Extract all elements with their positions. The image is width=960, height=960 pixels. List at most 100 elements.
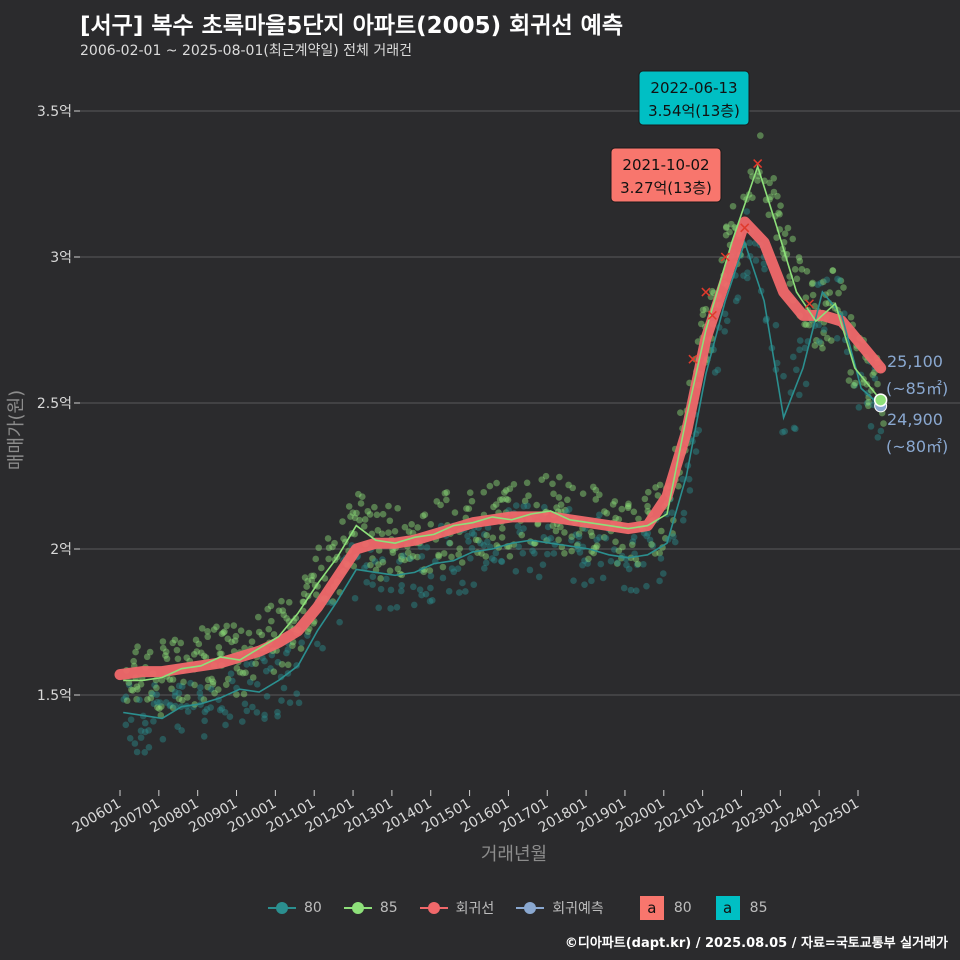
trade-point	[671, 538, 679, 546]
trade-point	[588, 532, 596, 540]
trade-point	[633, 561, 641, 569]
trade-point	[648, 541, 655, 548]
trade-point	[427, 584, 434, 592]
trade-point	[208, 675, 215, 683]
trade-point	[852, 379, 859, 387]
trade-point	[806, 321, 813, 329]
trade-point	[829, 267, 836, 274]
trade-point	[826, 289, 834, 296]
trade-point	[175, 695, 183, 703]
trade-point	[125, 681, 133, 689]
trade-point	[127, 716, 135, 723]
trade-point	[847, 369, 854, 376]
trade-point	[767, 193, 774, 201]
trade-point	[184, 708, 192, 715]
trade-point	[555, 536, 562, 544]
trade-point	[656, 481, 664, 489]
trade-point	[499, 496, 506, 503]
trade-point	[535, 573, 543, 581]
trade-point	[680, 509, 688, 517]
trade-point	[377, 575, 384, 582]
trade-point	[248, 660, 256, 668]
y-tick-label: 2.5억	[37, 396, 72, 412]
trade-point	[480, 531, 488, 538]
trade-point	[455, 589, 463, 596]
legend-item-80: 80	[268, 898, 322, 918]
trade-point	[373, 511, 381, 519]
trade-point	[553, 504, 560, 511]
trade-point	[675, 482, 682, 490]
trade-point	[445, 588, 453, 595]
trade-point	[433, 498, 441, 505]
trade-point	[791, 425, 799, 433]
trade-point	[776, 210, 783, 218]
trade-point	[519, 549, 527, 557]
legend-label-85: 85	[379, 900, 398, 916]
trade-point	[652, 484, 659, 491]
trade-point	[770, 174, 778, 182]
trade-point	[284, 646, 292, 653]
y-axis: 1.5억 2억 2.5억 3억 3.5억	[37, 104, 80, 704]
trade-point	[133, 683, 141, 690]
trade-point	[263, 692, 271, 700]
trade-point	[790, 424, 798, 432]
forecast-label-80-value: 24,900	[887, 410, 943, 429]
trade-point	[547, 534, 555, 542]
trade-point	[502, 487, 510, 494]
trade-point	[166, 702, 174, 710]
trade-point	[531, 549, 538, 557]
trade-point	[304, 577, 312, 585]
trade-point	[171, 636, 179, 644]
trade-point	[644, 488, 652, 496]
trade-point	[615, 547, 623, 555]
trade-point	[482, 559, 490, 567]
trade-point	[274, 712, 281, 720]
trade-point	[612, 514, 619, 522]
trade-point	[183, 654, 191, 661]
trade-point	[498, 557, 505, 565]
trade-point	[840, 284, 847, 291]
legend-item-forecast: 회귀예측	[516, 898, 604, 918]
trade-point	[171, 688, 179, 696]
trade-point	[193, 648, 201, 655]
trade-point	[169, 704, 177, 712]
trade-point	[575, 533, 583, 540]
trade-point	[418, 591, 425, 599]
trade-point	[816, 338, 823, 345]
trade-point	[391, 527, 399, 535]
trade-point	[596, 511, 603, 519]
trade-point	[146, 648, 154, 656]
trade-point	[775, 209, 782, 217]
trade-point	[601, 508, 608, 515]
trade-point	[374, 527, 382, 534]
trade-point	[406, 555, 413, 563]
trade-point	[624, 502, 632, 510]
trade-point	[596, 534, 603, 541]
trade-point	[223, 622, 230, 630]
trade-point	[147, 694, 155, 702]
trade-point	[723, 317, 731, 325]
trade-point	[404, 549, 412, 557]
trade-point	[202, 654, 210, 661]
trade-point	[855, 404, 863, 411]
legend-label-forecast: 회귀예측	[552, 901, 604, 917]
trade-point	[178, 683, 186, 690]
trade-point	[564, 496, 571, 504]
trade-point	[840, 310, 848, 317]
trade-point	[417, 543, 425, 550]
trade-point	[851, 382, 858, 389]
trade-point	[498, 534, 506, 541]
trade-point	[569, 484, 577, 492]
trade-point	[329, 543, 336, 551]
trade-point	[243, 707, 251, 715]
max-trade-marker	[688, 354, 698, 364]
trade-point	[168, 685, 175, 693]
trade-point	[823, 276, 831, 284]
trade-point	[407, 555, 414, 562]
trade-point	[131, 740, 139, 747]
trade-point	[398, 581, 405, 589]
trade-point	[201, 708, 209, 716]
trade-point	[822, 300, 830, 307]
trade-point	[310, 572, 318, 580]
trade-point	[141, 719, 149, 727]
